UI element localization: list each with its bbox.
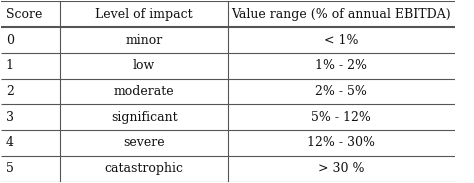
Text: moderate: moderate bbox=[114, 85, 174, 98]
Text: Score: Score bbox=[6, 8, 42, 21]
Text: low: low bbox=[133, 59, 155, 72]
Text: > 30 %: > 30 % bbox=[318, 162, 365, 175]
Text: 1: 1 bbox=[6, 59, 14, 72]
Text: 5: 5 bbox=[6, 162, 14, 175]
Text: < 1%: < 1% bbox=[324, 33, 358, 46]
Text: Value range (% of annual EBITDA): Value range (% of annual EBITDA) bbox=[231, 8, 451, 21]
Text: 4: 4 bbox=[6, 137, 14, 150]
Text: 0: 0 bbox=[6, 33, 14, 46]
Text: Level of impact: Level of impact bbox=[95, 8, 193, 21]
Text: 2% - 5%: 2% - 5% bbox=[315, 85, 367, 98]
Text: 12% - 30%: 12% - 30% bbox=[307, 137, 375, 150]
Text: 1% - 2%: 1% - 2% bbox=[315, 59, 367, 72]
Text: 2: 2 bbox=[6, 85, 14, 98]
Text: minor: minor bbox=[126, 33, 163, 46]
Text: significant: significant bbox=[111, 111, 177, 124]
Text: severe: severe bbox=[123, 137, 165, 150]
Text: catastrophic: catastrophic bbox=[105, 162, 183, 175]
Text: 5% - 12%: 5% - 12% bbox=[311, 111, 371, 124]
Text: 3: 3 bbox=[6, 111, 14, 124]
